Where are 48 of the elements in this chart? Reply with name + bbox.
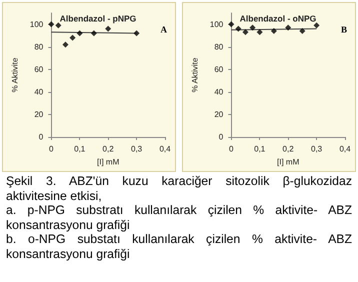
- point: [314, 22, 320, 28]
- annotation: B: [340, 24, 348, 34]
- y-tick-label: 80: [214, 42, 224, 52]
- x-tick-label: 0: [49, 144, 54, 154]
- point: [270, 28, 277, 34]
- x-tick-label: 0: [229, 144, 234, 154]
- x-tick-label: 0,1: [254, 144, 266, 154]
- point: [90, 30, 97, 36]
- y-tick-label: 20: [34, 110, 44, 119]
- x-axis-title: [I] mM: [277, 157, 300, 166]
- x-tick-label: 0,2: [282, 144, 294, 154]
- text: b. o-NPG substatı kullanılarak çizilen % aktivite- ABZ konsantrasyonu grafiği: [6, 232, 352, 261]
- point: [76, 30, 83, 36]
- y-tick-label: 60: [214, 64, 224, 74]
- y-tick-label: 40: [214, 87, 224, 96]
- y-tick-label: 60: [34, 64, 44, 74]
- point: [134, 30, 140, 36]
- point: [242, 29, 248, 36]
- x-axis-title: [I] mM: [97, 157, 120, 166]
- x-tick-label: 0,4: [159, 144, 172, 154]
- point: [285, 24, 292, 31]
- point: [256, 29, 263, 36]
- point: [250, 24, 256, 31]
- point: [105, 26, 112, 32]
- point: [48, 21, 54, 28]
- chart-title: Albendazol - oNPG: [240, 14, 317, 24]
- y-tick-label: 0: [218, 132, 224, 142]
- y-tick-label: 20: [214, 110, 224, 119]
- point: [62, 42, 68, 48]
- y-tick-label: 40: [34, 87, 44, 96]
- x-tick-label: 0,3: [311, 144, 323, 154]
- y-tick-label: 100: [210, 20, 224, 29]
- point: [55, 22, 62, 28]
- x-tick-label: 0,4: [339, 144, 352, 154]
- x-tick-label: 0,3: [131, 144, 143, 154]
- y-tick-label: 100: [30, 20, 44, 29]
- point: [235, 26, 242, 32]
- x-tick-label: 0,2: [102, 144, 114, 154]
- x-tick-label: 0,1: [74, 144, 86, 154]
- y-tick-label: 0: [38, 132, 44, 142]
- chart-title: Albendazol - pNPG: [60, 14, 137, 24]
- y-axis-title: % Aktivite: [190, 57, 200, 92]
- point: [299, 28, 306, 34]
- point: [228, 21, 234, 28]
- y-axis-title: % Aktivite: [10, 57, 20, 92]
- annotation: A: [160, 24, 168, 34]
- y-tick-label: 80: [34, 42, 44, 52]
- point: [70, 34, 76, 41]
